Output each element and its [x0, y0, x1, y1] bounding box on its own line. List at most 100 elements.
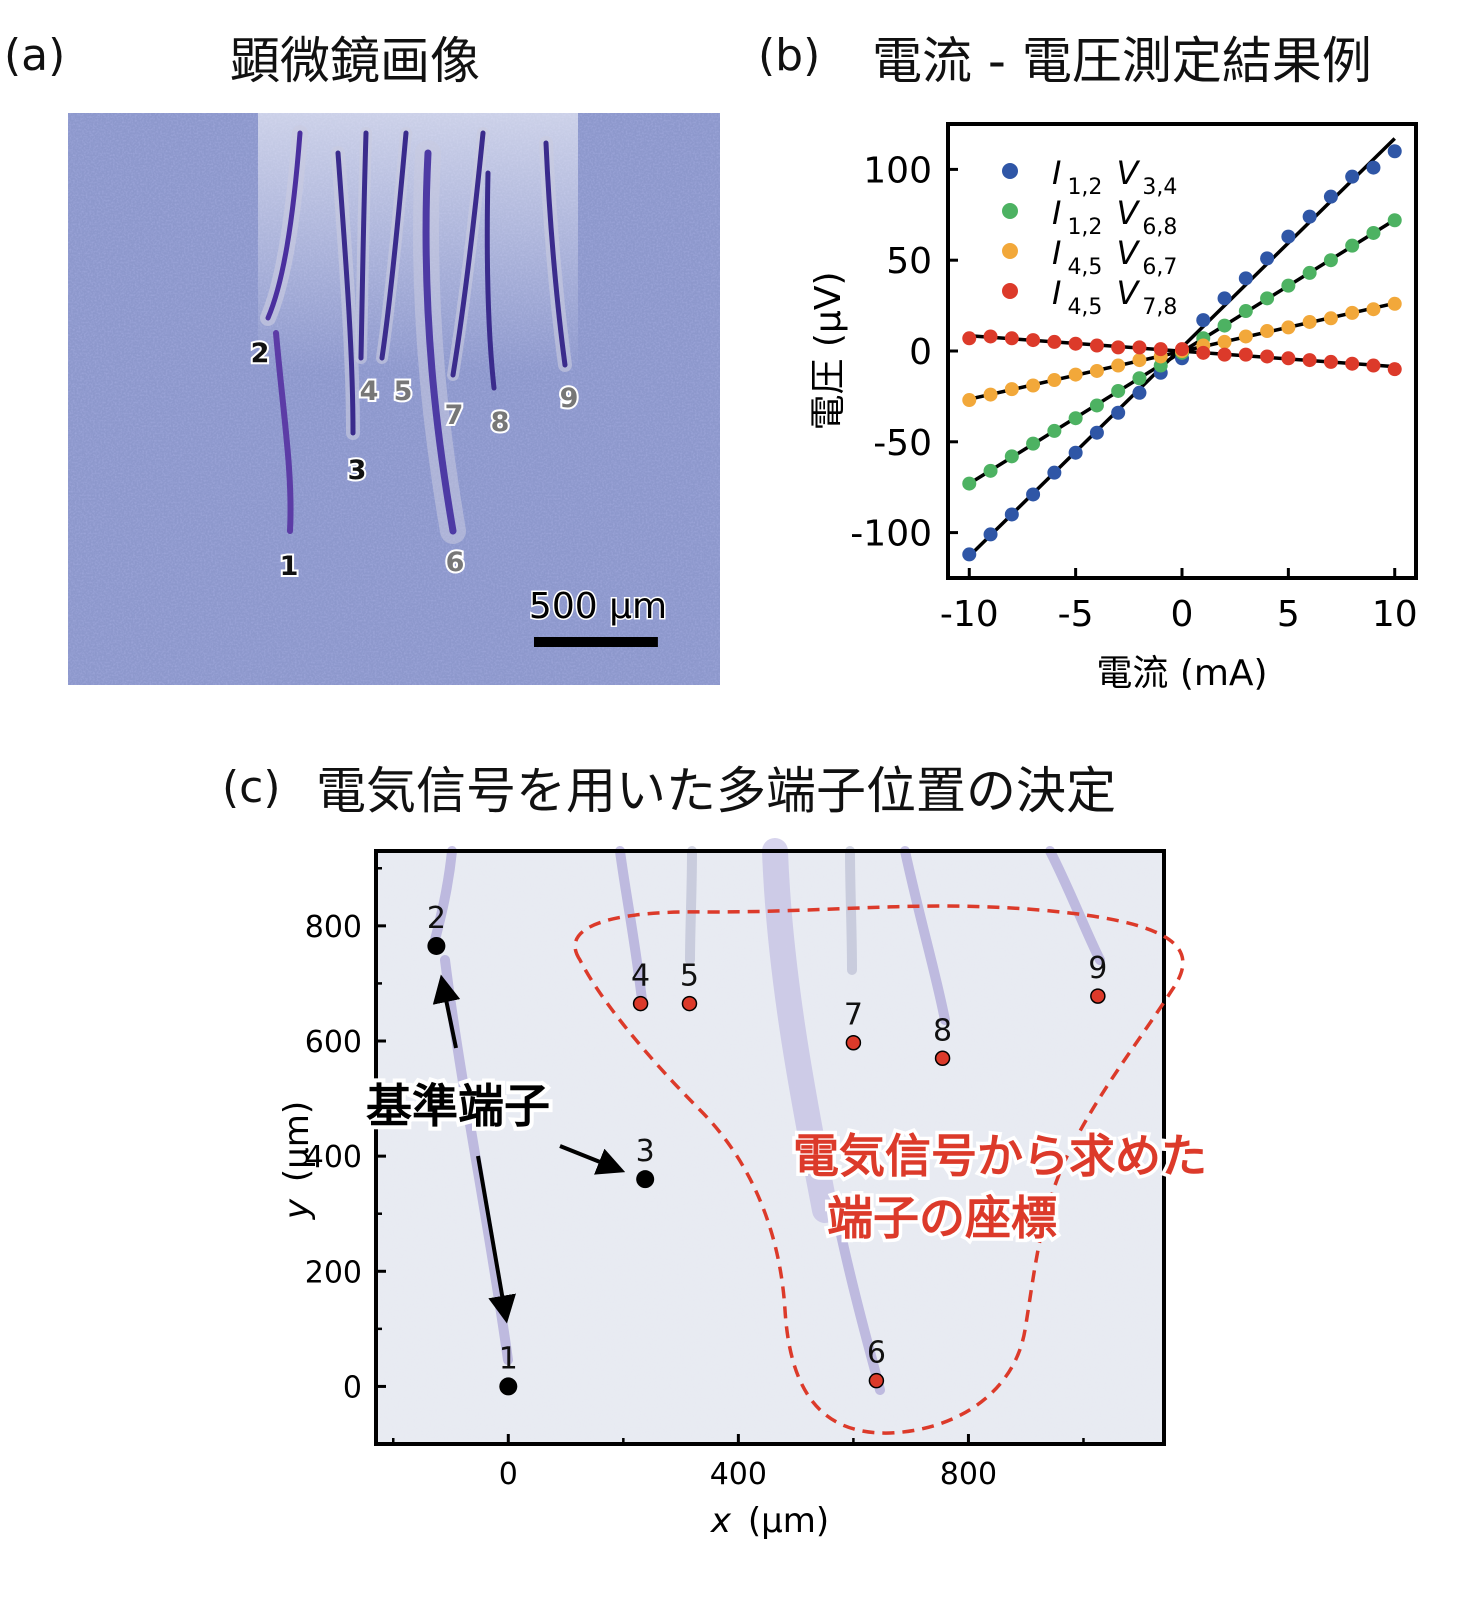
data-point-blue [1281, 229, 1296, 244]
x-tick-label: 800 [940, 1457, 997, 1492]
data-point-red [1366, 358, 1381, 373]
data-point-blue [1026, 487, 1041, 502]
data-point-blue [1004, 507, 1019, 522]
position-x-axis-label: x (μm) [710, 1501, 829, 1540]
legend-marker-blue [1002, 163, 1018, 179]
x-tick-label: 10 [1372, 594, 1418, 635]
data-point-orange [1217, 334, 1232, 349]
terminal-point-8 [934, 1050, 951, 1067]
data-point-green [1238, 304, 1253, 319]
data-point-orange [1323, 311, 1338, 326]
terminal-label-6: 6 [446, 547, 465, 578]
terminal-point-5 [681, 995, 698, 1012]
x-axis-unit: (μm) [748, 1501, 829, 1540]
terminal-label-1: 1 [280, 551, 299, 582]
data-point-orange [1260, 324, 1275, 339]
data-point-blue [1366, 160, 1381, 175]
arrow-to-terminal-1 [476, 1155, 516, 1324]
data-point-red [1196, 345, 1211, 360]
data-point-orange [1366, 302, 1381, 317]
y-tick-label: 400 [305, 1140, 362, 1175]
panel-b-title: 電流 - 電圧測定結果例 [872, 32, 1372, 90]
svg-text:y (μm): y (μm) [280, 1101, 317, 1220]
terminal-point-label-8: 8 [933, 1013, 952, 1048]
data-point-green [1132, 371, 1147, 386]
data-point-blue [1196, 313, 1211, 328]
arrow-to-terminal-3 [559, 1144, 626, 1175]
terminal-point-label-1: 1 [499, 1341, 518, 1376]
data-point-orange [1026, 378, 1041, 393]
data-point-blue [983, 527, 998, 542]
terminal-point-label-5: 5 [680, 959, 699, 994]
x-tick-label: 5 [1277, 594, 1300, 635]
x-tick-label: 400 [710, 1457, 767, 1492]
terminal-point-label-9: 9 [1088, 951, 1107, 986]
data-point-green [1323, 253, 1338, 268]
data-point-green [1345, 238, 1360, 253]
data-point-blue [1217, 291, 1232, 306]
data-point-green [1366, 225, 1381, 240]
y-tick-label: -100 [850, 514, 932, 555]
y-tick-label: 800 [305, 910, 362, 945]
terminal-point-label-4: 4 [631, 959, 650, 994]
data-point-red [1089, 338, 1104, 353]
computed-coordinates-label-line1: 電気信号から求めた [793, 1129, 1207, 1183]
data-point-blue [1302, 209, 1317, 224]
legend-label-green: I 1,2 V 6,8 [1052, 194, 1177, 240]
data-point-green [1281, 278, 1296, 293]
legend-label-red: I 4,5 V 7,8 [1052, 274, 1177, 320]
data-point-green [983, 463, 998, 478]
data-point-blue [1238, 271, 1253, 286]
data-point-orange [962, 393, 977, 408]
terminal-point-9 [1090, 988, 1106, 1004]
data-point-green [1111, 383, 1126, 398]
terminal-label-9: 9 [560, 383, 579, 414]
data-point-orange [1111, 358, 1126, 373]
data-point-green [1004, 449, 1019, 464]
data-point-orange [983, 387, 998, 402]
position-y-axis-label: y (μm) [280, 1101, 317, 1220]
data-point-orange [1004, 382, 1019, 397]
terminal-point-label-6: 6 [867, 1336, 886, 1371]
scale-bar [534, 637, 658, 647]
data-point-green [1068, 411, 1083, 426]
data-point-blue [962, 547, 977, 562]
terminal-labels: 1 2 3 4 5 6 7 8 9 [249, 336, 581, 584]
microscope-image: 1 2 3 4 5 6 7 8 9 500 μm [68, 113, 720, 685]
terminal-label-8: 8 [491, 407, 510, 438]
terminal-point-6 [868, 1372, 885, 1389]
data-point-orange [1281, 320, 1296, 335]
terminal-point-label-7: 7 [844, 998, 863, 1033]
data-point-red [1345, 356, 1360, 371]
data-point-red [1068, 336, 1083, 351]
terminal-point-label-3: 3 [636, 1134, 655, 1169]
terminal-point-2 [427, 936, 446, 955]
x-axis-variable: x [710, 1501, 732, 1540]
data-point-red [1323, 354, 1338, 369]
y-axis-variable: y [280, 1198, 317, 1220]
data-point-orange [1387, 296, 1402, 311]
legend-label-orange: I 4,5 V 6,7 [1052, 234, 1177, 280]
data-point-orange [1132, 353, 1147, 368]
data-point-red [983, 329, 998, 344]
y-tick-label: 0 [343, 1370, 362, 1405]
terminal-point-7 [845, 1034, 862, 1051]
data-point-red [1004, 331, 1019, 346]
terminal-position-chart: 0 400 800 0 200 400 600 800 1 2 3 4 5 6 7 8 9 基準端子 電気信… [280, 838, 1211, 1540]
data-point-orange [1068, 367, 1083, 382]
data-point-red [1026, 333, 1041, 348]
data-point-red [1175, 342, 1189, 357]
reference-terminal-label: 基準端子 [366, 1079, 550, 1133]
data-point-red [1132, 340, 1147, 355]
data-point-red [1281, 351, 1296, 366]
svg-text:x (μm): x (μm) [710, 1501, 829, 1540]
y-tick-label: 0 [909, 332, 932, 373]
data-point-red [1387, 362, 1402, 377]
position-plot-frame [374, 849, 1166, 1446]
terminal-point-4 [632, 995, 649, 1012]
iv-y-axis-label: 電圧 (μV) [808, 271, 849, 430]
y-tick-label: 600 [305, 1025, 362, 1060]
data-point-blue [1111, 405, 1126, 420]
terminal-label-5: 5 [394, 376, 413, 407]
